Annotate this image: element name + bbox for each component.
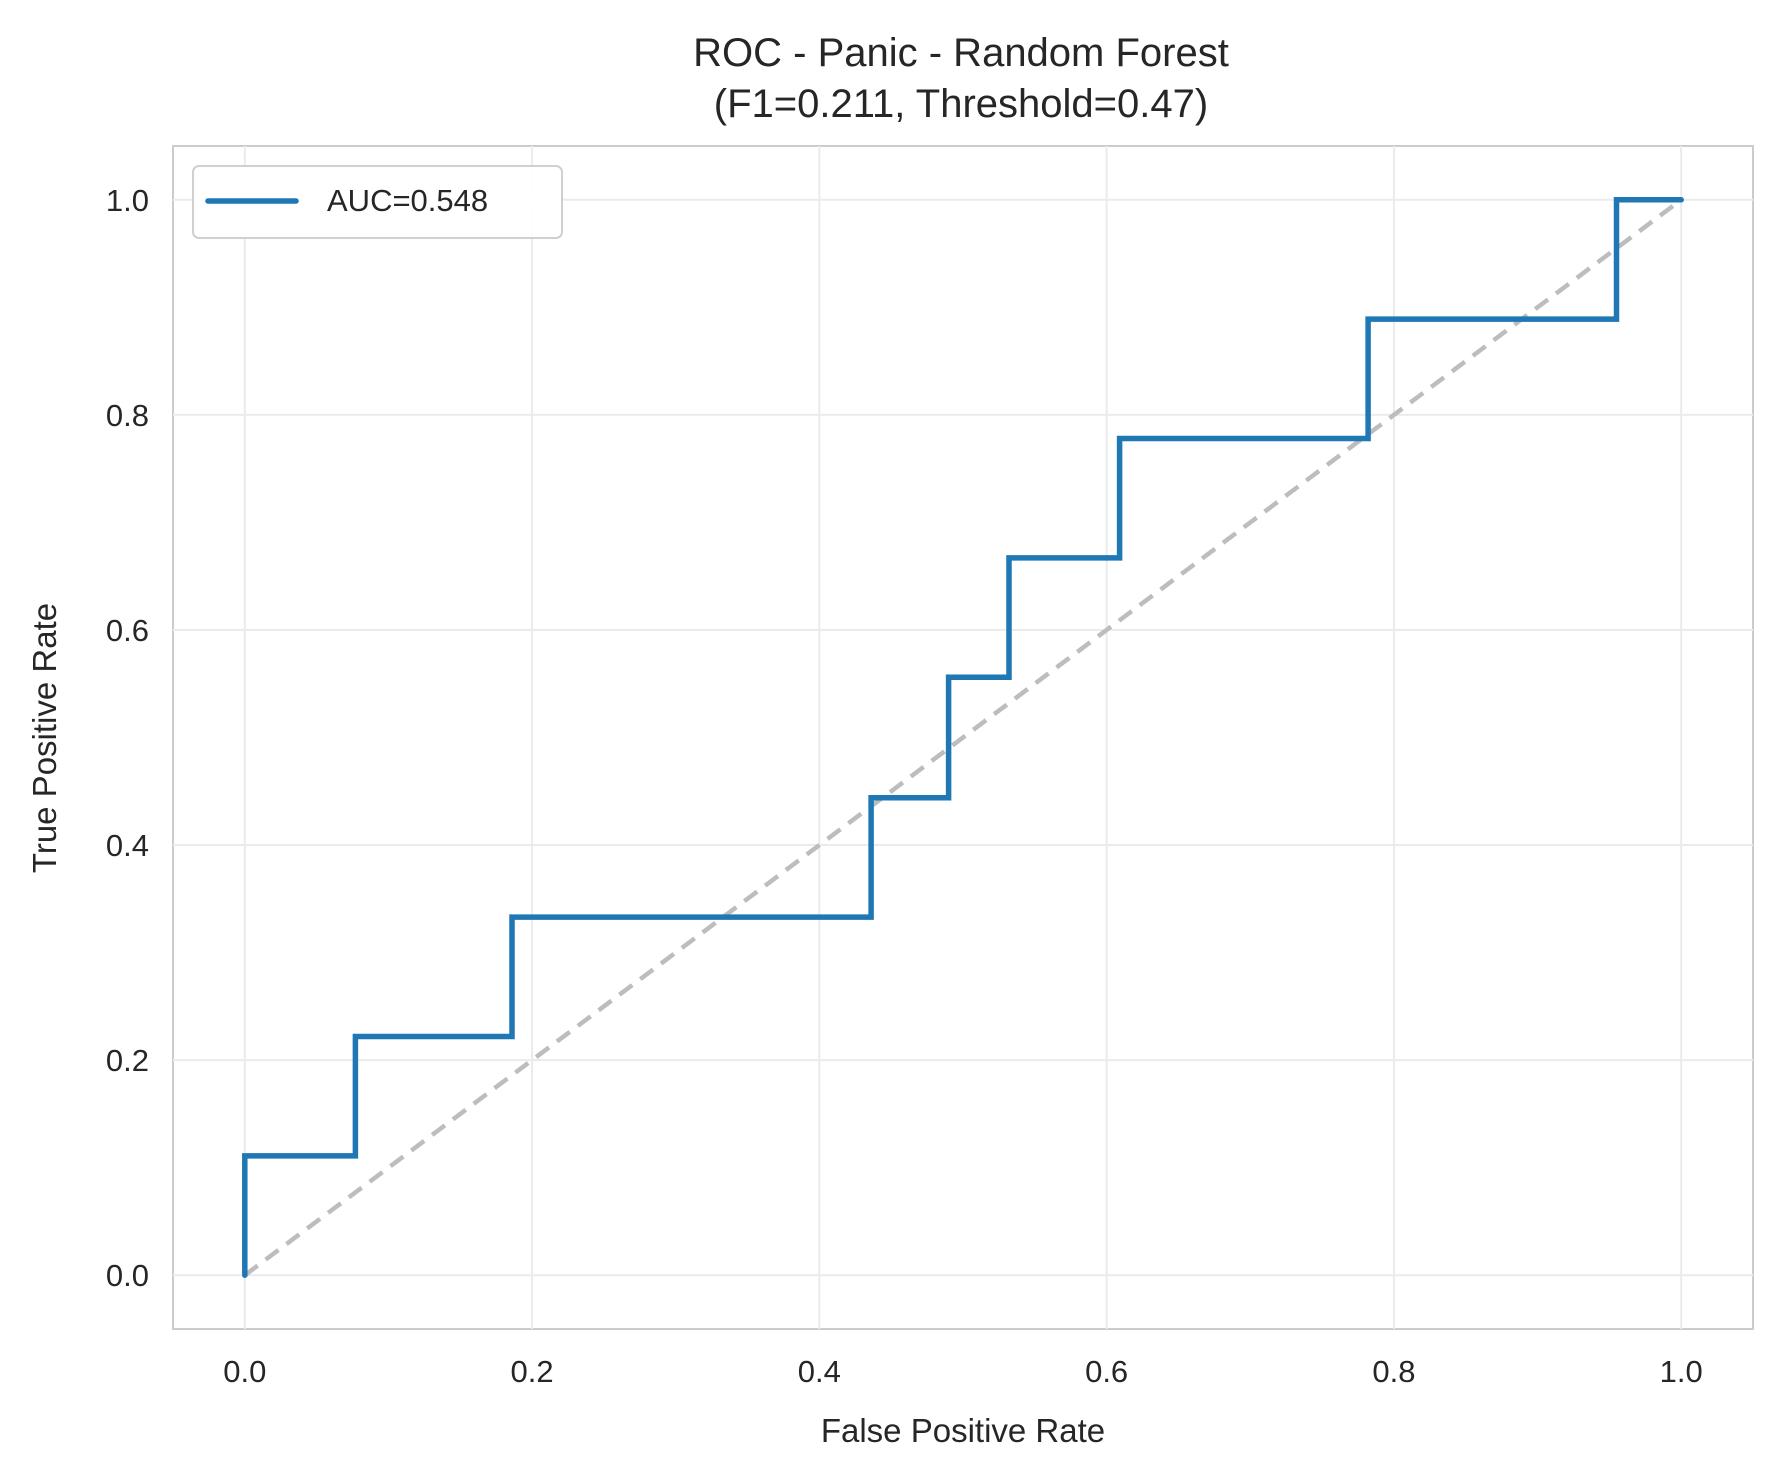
x-tick-label: 0.2 (511, 1354, 554, 1389)
x-tick-label: 0.8 (1372, 1354, 1415, 1389)
legend-box (192, 165, 563, 239)
chart-title: ROC - Panic - Random Forest (693, 31, 1229, 75)
x-tick-label: 0.4 (798, 1354, 841, 1389)
y-tick-label: 1.0 (106, 183, 149, 218)
x-tick-label: 1.0 (1660, 1354, 1703, 1389)
y-tick-label: 0.6 (106, 613, 149, 648)
x-tick-label: 0.6 (1085, 1354, 1128, 1389)
y-tick-label: 0.0 (106, 1258, 149, 1293)
legend-label: AUC=0.548 (327, 183, 488, 218)
y-axis-label: True Positive Rate (26, 603, 63, 873)
y-tick-label: 0.2 (106, 1043, 149, 1078)
x-axis-label: False Positive Rate (821, 1412, 1105, 1449)
series-layer (242, 197, 1684, 1278)
roc-curve-line (242, 197, 1684, 1278)
x-axis-ticks: 0.0 0.2 0.4 0.6 0.8 1.0 (223, 1354, 1702, 1389)
grid-lines (173, 146, 1753, 1329)
reference-diagonal-line (243, 197, 1683, 1278)
x-tick-label: 0.0 (223, 1354, 266, 1389)
chart-subtitle: (F1=0.211, Threshold=0.47) (714, 82, 1208, 126)
y-tick-label: 0.4 (106, 828, 149, 863)
y-tick-label: 0.8 (106, 398, 149, 433)
y-axis-ticks: 0.0 0.2 0.4 0.6 0.8 1.0 (106, 183, 149, 1293)
legend: AUC=0.548 (192, 165, 563, 239)
